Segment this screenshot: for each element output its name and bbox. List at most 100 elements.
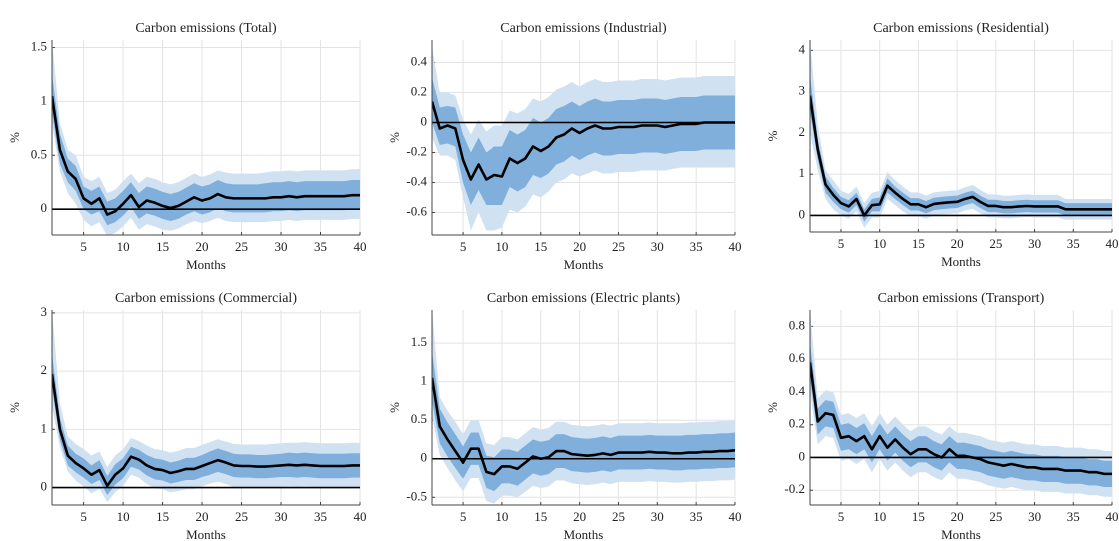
- x-tick-label: 15: [912, 509, 925, 524]
- x-tick-label: 25: [235, 509, 248, 524]
- x-tick-label: 35: [1067, 236, 1080, 251]
- x-tick-label: 25: [989, 509, 1002, 524]
- y-tick-label: 0.5: [31, 146, 47, 161]
- x-tick-label: 5: [80, 509, 87, 524]
- y-tick-label: 0: [41, 479, 48, 494]
- x-tick-label: 10: [495, 239, 508, 254]
- x-tick-label: 5: [460, 239, 467, 254]
- plot-area: [432, 47, 735, 231]
- x-tick-label: 15: [534, 509, 547, 524]
- x-tick-label: 30: [275, 239, 288, 254]
- y-axis-label: %: [7, 402, 22, 413]
- line-series: [432, 377, 735, 476]
- plot-area: [52, 40, 360, 235]
- x-tick-label: 30: [651, 509, 664, 524]
- y-tick-label: 0.2: [789, 416, 805, 431]
- y-tick-label: 1: [41, 420, 48, 435]
- x-tick-label: 40: [729, 509, 742, 524]
- x-tick-label: 25: [989, 236, 1002, 251]
- confidence-band: [810, 342, 1112, 487]
- panel: Carbon emissions (Commercial)5 10 15 20 25 30…: [7, 291, 367, 541]
- x-tick-label: 30: [651, 239, 664, 254]
- y-tick-label: 4: [799, 41, 806, 56]
- x-tick-label: 20: [573, 509, 586, 524]
- chart-title: Carbon emissions (Transport): [878, 291, 1045, 306]
- x-tick-label: 25: [235, 239, 248, 254]
- confidence-band: [52, 353, 360, 496]
- confidence-band: [432, 310, 735, 504]
- x-tick-label: 5: [838, 509, 845, 524]
- x-tick-label: 30: [1028, 509, 1041, 524]
- panel: Carbon emissions (Residential) 5 10 15 20 25 3…: [765, 21, 1119, 269]
- y-tick-label: -0.2: [784, 481, 805, 496]
- y-tick-label: -0.6: [406, 203, 427, 218]
- line-series: [432, 101, 735, 181]
- y-axis-label: %: [387, 402, 402, 413]
- x-axis-label: Months: [564, 527, 604, 541]
- y-tick-label: 0: [421, 450, 428, 465]
- y-tick-label: 0: [421, 113, 428, 128]
- y-tick-label: 1: [799, 165, 806, 180]
- x-tick-label: 35: [314, 239, 327, 254]
- panel: Carbon emissions (Industrial) 5 10 15 20 25 30…: [387, 21, 742, 272]
- x-tick-label: 5: [838, 236, 845, 251]
- y-tick-label: -0.5: [406, 488, 427, 503]
- y-tick-label: 0: [799, 448, 806, 463]
- confidence-band: [432, 350, 735, 492]
- y-tick-label: 0.6: [789, 350, 806, 365]
- y-tick-label: 0.2: [411, 83, 427, 98]
- chart-title: Carbon emissions (Residential): [873, 21, 1049, 36]
- x-axis-label: Months: [186, 257, 226, 272]
- plot-area: [810, 40, 1112, 228]
- x-tick-label: 40: [1106, 236, 1119, 251]
- x-axis-label: Months: [941, 254, 981, 269]
- plot-area: [432, 310, 735, 504]
- y-axis-label: %: [765, 402, 780, 413]
- y-tick-label: -0.2: [406, 143, 427, 158]
- x-tick-label: 40: [354, 239, 367, 254]
- y-tick-label: 0.4: [411, 53, 428, 68]
- panel: Carbon emissions (Electric plants)5 10 15 2…: [387, 291, 742, 541]
- line-series: [52, 373, 360, 488]
- x-tick-label: 35: [690, 509, 703, 524]
- y-tick-label: 2: [41, 362, 48, 377]
- x-tick-label: 25: [612, 239, 625, 254]
- x-axis-label: Months: [186, 527, 226, 541]
- x-tick-label: 10: [117, 239, 130, 254]
- x-tick-label: 25: [612, 509, 625, 524]
- chart-title: Carbon emissions (Total): [135, 21, 277, 36]
- y-tick-label: 0.4: [789, 383, 806, 398]
- x-tick-label: 20: [196, 239, 209, 254]
- x-tick-label: 10: [873, 236, 886, 251]
- y-tick-label: 1.5: [411, 334, 427, 349]
- y-axis-label: %: [7, 132, 22, 143]
- confidence-band: [810, 75, 1112, 222]
- x-tick-label: 40: [729, 239, 742, 254]
- x-axis-label: Months: [564, 257, 604, 272]
- y-tick-label: 1: [421, 373, 428, 388]
- confidence-band: [810, 40, 1112, 228]
- x-tick-label: 30: [1028, 236, 1041, 251]
- confidence-band: [52, 74, 360, 226]
- line-series: [52, 95, 360, 216]
- y-tick-label: 0: [41, 200, 48, 215]
- x-tick-label: 15: [156, 509, 169, 524]
- confidence-band: [432, 77, 735, 205]
- x-tick-label: 20: [951, 236, 964, 251]
- y-axis-label: %: [387, 132, 402, 143]
- chart-title: Carbon emissions (Electric plants): [487, 291, 681, 306]
- x-tick-label: 40: [1106, 509, 1119, 524]
- plot-area: [810, 310, 1112, 497]
- panel: Carbon emissions (Total)5 10 15 20 25 30 35 400…: [7, 21, 367, 272]
- y-tick-label: 2: [799, 124, 806, 139]
- y-tick-label: 3: [799, 83, 806, 98]
- x-tick-label: 35: [1067, 509, 1080, 524]
- x-tick-label: 15: [534, 239, 547, 254]
- x-tick-label: 15: [912, 236, 925, 251]
- x-tick-label: 10: [873, 509, 886, 524]
- y-tick-label: 1: [41, 92, 48, 107]
- y-tick-label: 3: [41, 304, 48, 319]
- y-tick-label: -0.4: [406, 173, 427, 188]
- x-tick-label: 20: [573, 239, 586, 254]
